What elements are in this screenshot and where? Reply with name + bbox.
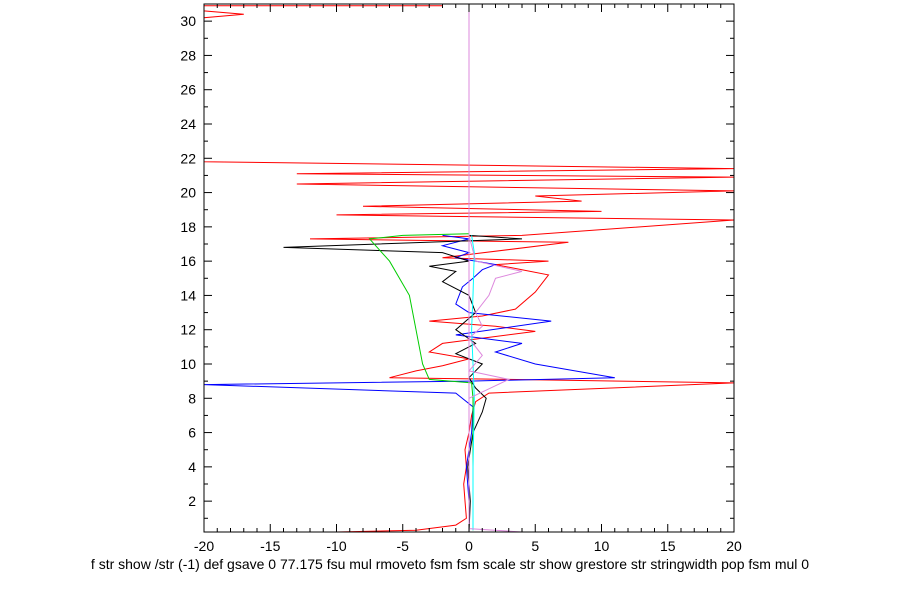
axes-layer: -20 -15 -10 -5 0 5 10 15 20246810121416182022242… xyxy=(180,3,742,554)
y-tick-label: 26 xyxy=(180,82,196,98)
x-tick-label: 0 xyxy=(465,538,473,554)
y-tick-label: 30 xyxy=(180,13,196,29)
x-tick-label: 10 xyxy=(594,538,610,554)
x-tick-label: -10 xyxy=(326,538,346,554)
x-tick-label: 15 xyxy=(660,538,676,554)
y-tick-label: 28 xyxy=(180,47,196,63)
y-tick-label: 8 xyxy=(188,390,196,406)
y-tick-label: 18 xyxy=(180,219,196,235)
x-tick-label: -5 xyxy=(397,538,410,554)
y-tick-label: 14 xyxy=(180,287,196,303)
series-line-1 xyxy=(203,5,735,533)
y-tick-label: 16 xyxy=(180,253,196,269)
series-line-2 xyxy=(203,234,615,532)
y-tick-label: 24 xyxy=(180,116,196,132)
x-tick-label: -20 xyxy=(194,538,214,554)
bottom-caption: f str show /str (-1) def gsave 0 77.175 … xyxy=(91,556,809,572)
y-tick-label: 6 xyxy=(188,425,196,441)
series-line-4 xyxy=(368,233,474,531)
x-tick-label: 20 xyxy=(726,538,742,554)
series-line-5 xyxy=(471,235,475,531)
y-tick-label: 22 xyxy=(180,150,196,166)
x-tick-label: -15 xyxy=(260,538,280,554)
series-line-3 xyxy=(283,234,523,533)
y-tick-label: 20 xyxy=(180,185,196,201)
y-tick-label: 12 xyxy=(180,322,196,338)
series-line-6 xyxy=(468,235,523,533)
series-layer xyxy=(203,4,735,533)
y-tick-label: 10 xyxy=(180,356,196,372)
y-tick-label: 4 xyxy=(188,459,196,475)
y-tick-label: 2 xyxy=(188,493,196,509)
x-tick-label: 5 xyxy=(531,538,539,554)
